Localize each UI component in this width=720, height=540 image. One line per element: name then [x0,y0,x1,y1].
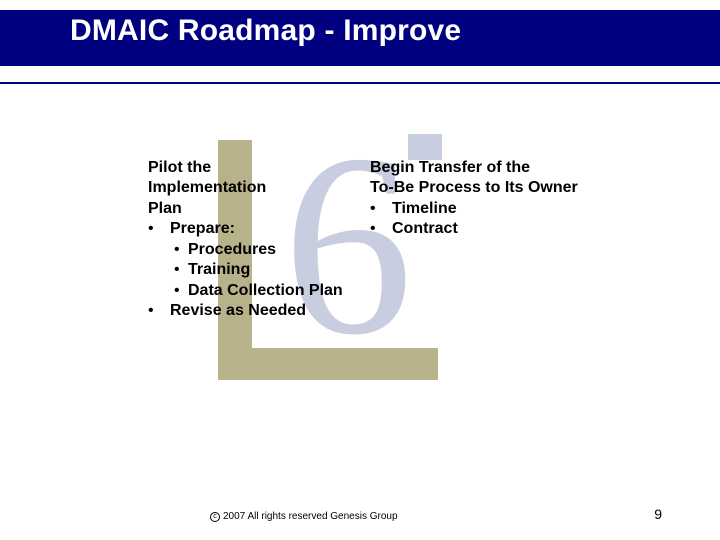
left-heading-line3: Plan [148,199,358,219]
copyright-text: 2007 All rights reserved Genesis Group [223,511,398,522]
list-subitem-label: Procedures [188,240,358,260]
title-band: DMAIC Roadmap - Improve [0,10,720,82]
left-column: Pilot the Implementation Plan • Prepare:… [148,158,358,322]
list-subitem-label: Training [188,260,358,280]
bullet-icon: • [370,219,392,239]
list-item: • Prepare: [148,219,358,239]
right-heading-line1: Begin Transfer of the [370,158,680,178]
list-item-label: Contract [392,219,680,239]
copyright: c 2007 All rights reserved Genesis Group [210,511,398,522]
left-heading-line1: Pilot the [148,158,358,178]
bullet-icon: • [174,281,188,301]
footer: c 2007 All rights reserved Genesis Group… [0,504,720,522]
list-subitem: • Data Collection Plan [148,281,358,301]
list-subitem: • Procedures [148,240,358,260]
right-heading-line2: To-Be Process to Its Owner [370,178,680,198]
list-item: • Timeline [370,199,680,219]
copyright-icon: c [210,512,220,522]
bullet-icon: • [174,260,188,280]
list-item: • Contract [370,219,680,239]
slide-title: DMAIC Roadmap - Improve [70,14,461,48]
bullet-icon: • [370,199,392,219]
list-item: • Revise as Needed [148,301,358,321]
bullet-icon: • [148,219,170,239]
bullet-icon: • [174,240,188,260]
slide: DMAIC Roadmap - Improve 6 Pilot the Impl… [0,0,720,540]
page-number: 9 [654,506,662,522]
right-column: Begin Transfer of the To-Be Process to I… [370,158,680,240]
header-underline [0,82,720,84]
list-subitem: • Training [148,260,358,280]
list-item-label: Revise as Needed [170,301,358,321]
left-heading-line2: Implementation [148,178,358,198]
list-subitem-label: Data Collection Plan [188,281,358,301]
bullet-icon: • [148,301,170,321]
list-item-label: Timeline [392,199,680,219]
list-item-label: Prepare: [170,219,358,239]
